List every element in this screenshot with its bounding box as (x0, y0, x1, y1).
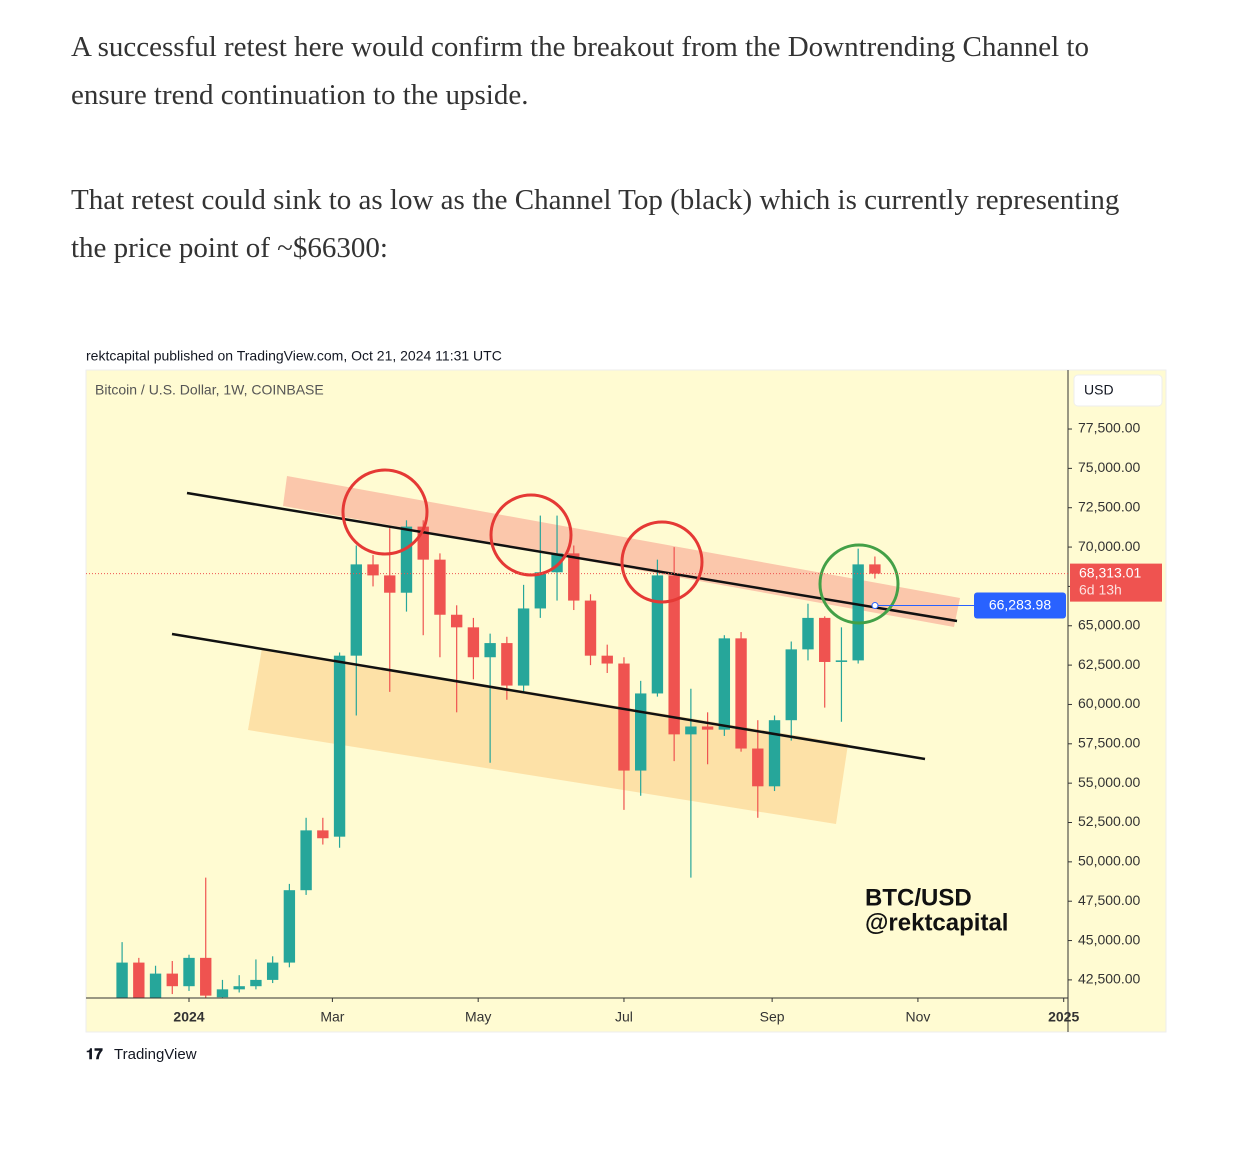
candle-body (651, 575, 664, 694)
support-zone (248, 648, 848, 824)
candle-body (133, 962, 145, 998)
x-tick-label: 2024 (173, 1009, 204, 1025)
candle-body (718, 638, 731, 730)
last-price-box (1070, 563, 1162, 602)
candle-body (819, 617, 831, 662)
brand-name: TradingView (114, 1046, 197, 1063)
x-tick-label: Sep (760, 1009, 785, 1025)
channel-top (186, 491, 958, 623)
brand: 𝟏𝟕 TradingView (86, 1046, 197, 1063)
candle-body (434, 559, 446, 615)
candle-body (802, 617, 814, 650)
candle-body (283, 890, 296, 963)
x-tick-label: 2025 (1048, 1009, 1079, 1025)
paragraph: That retest could sink to as low as the … (71, 184, 1120, 264)
candle-body (668, 575, 680, 735)
resistance-zone (283, 476, 960, 627)
y-tick-label: 52,500.00 (1078, 813, 1140, 829)
last-price-label: 68,313.01 (1079, 564, 1141, 580)
y-tick-label: 62,500.00 (1078, 656, 1140, 672)
y-tick-label: 70,000.00 (1078, 538, 1140, 554)
candle-body (869, 564, 881, 574)
candle-body (450, 614, 463, 628)
y-tick-label: 55,000.00 (1078, 774, 1140, 790)
currency-box (1073, 374, 1163, 407)
countdown: 6d 13h (1079, 581, 1122, 597)
publisher: rektcapital published on TradingView.com… (86, 348, 502, 364)
candle-body (183, 957, 195, 987)
candle-body (517, 608, 530, 686)
rejection-circle (341, 468, 429, 556)
y-tick-label: 77,500.00 (1078, 420, 1140, 436)
candle-body (350, 564, 362, 656)
marked-price-box (974, 592, 1066, 619)
candle-body (200, 957, 212, 996)
candle-body (501, 643, 513, 686)
currency: USD (1084, 382, 1114, 398)
candle-body (618, 663, 630, 771)
candle-body (317, 830, 329, 839)
marked-price-label: 66,283.98 (989, 596, 1051, 612)
candle-body (250, 979, 262, 987)
candle-body (400, 526, 413, 593)
y-tick-label: 60,000.00 (1078, 695, 1140, 711)
rejection-circle (489, 493, 573, 577)
candle-body (551, 553, 563, 573)
candle-body (266, 962, 279, 980)
x-tick-label: Mar (320, 1009, 344, 1025)
candle-body (785, 649, 797, 721)
candle-body (116, 962, 128, 998)
x-tick-label: May (465, 1009, 491, 1025)
y-tick-label: 45,000.00 (1078, 931, 1140, 947)
drawings (171, 468, 958, 761)
x-tick-label: Jul (615, 1009, 633, 1025)
y-tick-label: 72,500.00 (1078, 498, 1140, 514)
candle-body (233, 986, 245, 990)
y-tick-label: 57,500.00 (1078, 735, 1140, 751)
chart-title: Bitcoin / U.S. Dollar, 1W, COINBASE (95, 382, 324, 398)
candle-body (685, 726, 697, 735)
candle-body (701, 726, 714, 730)
y-tick-label: 47,500.00 (1078, 892, 1140, 908)
breakout-circle (818, 543, 900, 625)
watermark: @rektcapital (865, 909, 1008, 936)
drawings (248, 476, 960, 824)
candle-body (568, 553, 580, 601)
candle-body (768, 720, 781, 787)
candle-body (417, 526, 429, 560)
marked-price-dot (871, 602, 879, 610)
candle-body (149, 973, 162, 998)
y-tick-label: 50,000.00 (1078, 853, 1140, 869)
candle-body (601, 655, 613, 664)
candle-body (216, 989, 229, 998)
candle-body (752, 748, 764, 787)
paragraph: A successful retest here would confirm t… (71, 31, 1089, 111)
candle-body (384, 575, 396, 593)
x-tick-label: Nov (905, 1009, 930, 1025)
candle-body (635, 693, 647, 771)
candle-body (333, 655, 346, 837)
y-tick-label: 65,000.00 (1078, 616, 1140, 632)
rejection-circle (620, 520, 704, 604)
y-tick-label: 42,500.00 (1078, 971, 1140, 987)
candle-body (584, 600, 597, 656)
candle-body (300, 830, 312, 891)
candle-body (484, 643, 496, 658)
candle-body (852, 564, 864, 661)
candle-body (835, 660, 848, 662)
brand-logo: 𝟏𝟕 (86, 1046, 103, 1063)
channel-bottom (171, 632, 926, 761)
candle-body (735, 638, 747, 749)
candle-body (367, 564, 379, 576)
candle-body (166, 973, 178, 987)
candle-body (467, 627, 480, 658)
candle-body (534, 572, 547, 609)
watermark: BTC/USD (865, 884, 972, 911)
y-tick-label: 75,000.00 (1078, 459, 1140, 475)
